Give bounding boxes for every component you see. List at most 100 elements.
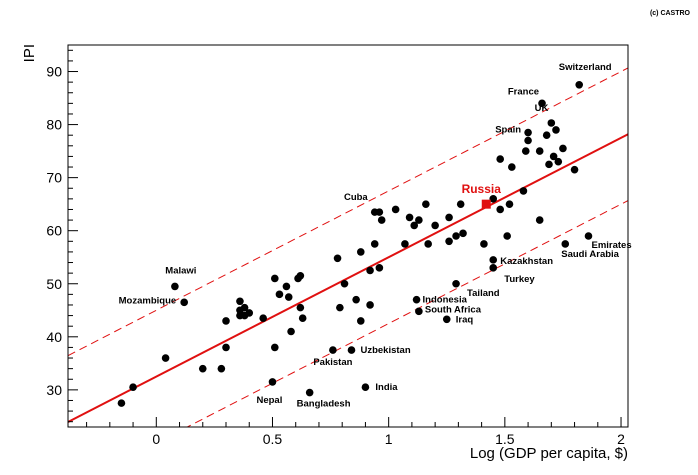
data-point	[549, 152, 558, 161]
data-point	[445, 237, 453, 246]
y-tick-label: 80	[46, 117, 62, 133]
plot-frame	[67, 44, 629, 428]
axes: 0 0.5 1 1.5 2 30 40 50 60 70 80 90	[46, 44, 629, 447]
data-point-tailand	[452, 279, 460, 288]
point-label: Saudi Arabia	[561, 249, 619, 260]
point-label: Uzbekistan	[360, 345, 410, 356]
data-point	[370, 240, 379, 248]
data-point	[405, 213, 414, 222]
data-point	[452, 232, 460, 240]
data-point	[496, 155, 504, 163]
x-tick-label: 1.5	[495, 431, 515, 447]
data-point-saudi-arabia	[561, 240, 570, 248]
data-point	[422, 200, 430, 208]
point-label: Indonesia	[423, 295, 468, 306]
data-point-turkey	[489, 264, 498, 272]
data-point-south-africa	[415, 307, 423, 316]
point-label: UK	[535, 103, 549, 114]
data-point	[519, 187, 528, 195]
data-point	[222, 343, 230, 352]
upper-band-line	[68, 67, 628, 357]
data-point-india	[361, 383, 370, 392]
data-point	[505, 200, 514, 208]
point-label: Pakistan	[313, 357, 352, 368]
point-label: Kazakhstan	[500, 256, 553, 267]
fit-line	[68, 133, 628, 423]
data-point	[508, 163, 516, 171]
lower-band-line	[186, 200, 628, 427]
data-point	[366, 266, 374, 275]
data-point	[336, 303, 344, 312]
data-point	[271, 274, 279, 283]
data-point	[375, 264, 384, 272]
data-point	[391, 205, 400, 214]
y-tick-label: 70	[46, 170, 62, 186]
data-point	[542, 131, 551, 139]
data-point-spain	[524, 136, 532, 145]
data-point	[282, 282, 291, 291]
y-axis-title: IPI	[21, 44, 38, 62]
data-point	[445, 213, 453, 222]
data-point	[161, 354, 170, 362]
data-point	[366, 301, 374, 309]
data-point	[296, 303, 305, 312]
y-tick-label: 60	[46, 223, 62, 239]
point-label: Cuba	[344, 192, 368, 203]
x-axis-title: Log (GDP per capita, $)	[470, 445, 628, 462]
data-point-bangladesh	[305, 388, 314, 397]
credit-label: (c) CASTRO	[650, 10, 691, 17]
data-point	[570, 165, 579, 174]
data-point	[356, 248, 365, 256]
data-point	[431, 221, 439, 230]
data-point	[245, 309, 254, 317]
x-tick-label: 1	[385, 431, 393, 447]
data-point	[521, 147, 530, 155]
x-tick-label: 0.5	[263, 431, 283, 447]
data-point-uzbekistan	[347, 346, 356, 354]
data-point	[552, 126, 560, 134]
data-point-mozambique	[180, 298, 188, 307]
data-point	[217, 364, 226, 373]
data-point	[503, 232, 511, 240]
data-point	[535, 216, 544, 224]
data-point	[222, 317, 230, 325]
y-tick-label: 90	[46, 64, 62, 80]
point-label: Emirates	[591, 240, 631, 251]
point-label: Tailand	[467, 288, 500, 299]
data-point	[489, 195, 498, 203]
data-point	[198, 364, 207, 373]
data-points	[117, 80, 593, 407]
data-point	[259, 314, 267, 323]
data-point	[340, 279, 349, 288]
data-point	[129, 383, 137, 392]
data-point	[240, 303, 249, 312]
data-point	[236, 297, 244, 306]
y-tick-label: 30	[46, 382, 62, 398]
point-label: France	[508, 86, 539, 97]
data-point-france	[538, 99, 546, 108]
data-point	[296, 271, 305, 280]
data-point-emirates	[584, 232, 593, 240]
data-point	[356, 317, 365, 325]
data-point-cuba	[370, 208, 379, 216]
data-point	[298, 314, 307, 323]
data-point-iraq	[442, 315, 451, 324]
point-label: Turkey	[504, 274, 535, 285]
point-label: Malawi	[165, 265, 196, 276]
data-point	[401, 240, 409, 248]
data-point	[415, 216, 423, 224]
data-point	[459, 229, 467, 238]
point-label: Iraq	[456, 314, 474, 325]
point-label: Spain	[495, 125, 521, 136]
point-label: Mozambique	[119, 295, 177, 306]
data-point	[117, 399, 126, 407]
data-point	[545, 160, 553, 169]
data-point	[284, 293, 293, 301]
data-point	[559, 144, 567, 153]
data-point	[424, 240, 432, 248]
highlight-label: Russia	[462, 182, 502, 196]
data-point	[333, 254, 342, 263]
data-point	[377, 216, 386, 224]
data-point-indonesia	[412, 295, 421, 304]
